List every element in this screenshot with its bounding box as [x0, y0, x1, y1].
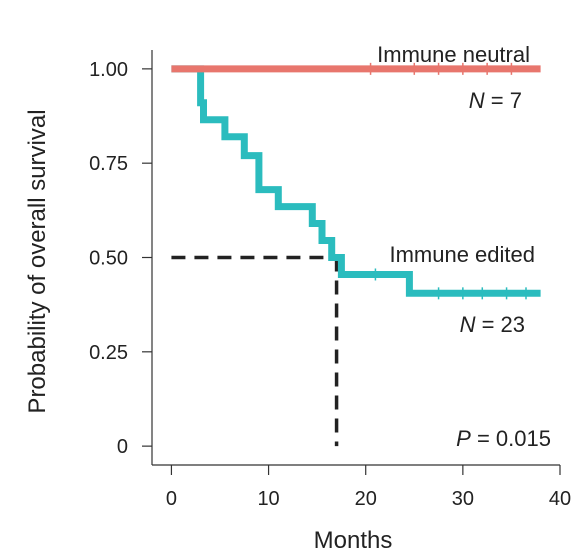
axes-group: 0 0.25 0.50 0.75 1.00 0 10 20 30 40 Months Probabil…: [24, 50, 571, 550]
median-lines: [171, 255, 339, 447]
y-tick-label: 0.75: [89, 153, 128, 175]
x-tick-label: 20: [355, 488, 377, 510]
series-label-immune-edited: Immune edited: [389, 242, 535, 267]
y-axis-title: Probability of overall survival: [24, 109, 51, 413]
y-tick-label: 0.25: [89, 342, 128, 364]
p-value-label: P = 0.015: [456, 426, 551, 451]
x-tick-label: 40: [549, 488, 571, 510]
survival-curve-1: [171, 65, 541, 297]
x-axis-title: Months: [314, 527, 393, 550]
labels-layer: Immune neutral Immune edited N = 7 N = 23 P …: [377, 42, 551, 451]
x-tick-label: 10: [257, 488, 279, 510]
series-label-immune-neutral: Immune neutral: [377, 42, 530, 67]
y-tick-label: 1.00: [89, 59, 128, 81]
y-tick-label: 0.50: [89, 248, 128, 270]
y-tick-label: 0: [117, 436, 128, 458]
n-label-immune-edited: N = 23: [460, 312, 525, 337]
series-layer: [171, 62, 541, 300]
x-tick-label: 0: [166, 488, 177, 510]
n-label-immune-neutral: N = 7: [469, 88, 522, 113]
x-tick-label: 30: [452, 488, 474, 510]
